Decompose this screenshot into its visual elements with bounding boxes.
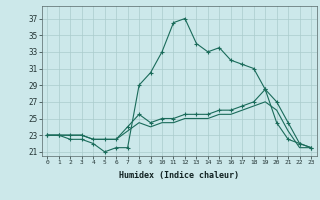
X-axis label: Humidex (Indice chaleur): Humidex (Indice chaleur): [119, 171, 239, 180]
